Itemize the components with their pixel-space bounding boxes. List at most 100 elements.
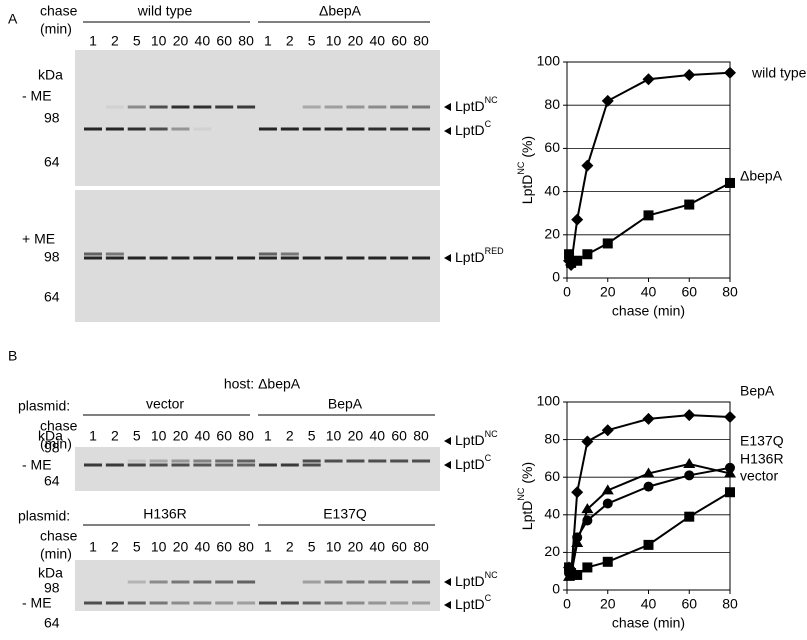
- gel-band: [280, 256, 299, 260]
- point: [642, 412, 655, 425]
- gel-band: [215, 459, 234, 463]
- y-tick-label: 40: [544, 506, 560, 522]
- lane-label: 5: [133, 539, 141, 555]
- gel-band: [127, 127, 146, 131]
- lane-label: 60: [216, 428, 232, 444]
- gel-band: [258, 601, 277, 605]
- gel-band: [412, 105, 431, 109]
- marker-label: 98: [44, 110, 60, 126]
- gel-band: [237, 459, 256, 463]
- gel: [75, 50, 440, 186]
- point: [683, 68, 696, 81]
- point: [581, 503, 594, 514]
- lane-label: 5: [133, 428, 141, 444]
- gel-band: [193, 127, 212, 131]
- lane-label: 20: [173, 428, 189, 444]
- lane-label: 5: [308, 33, 316, 49]
- point: [602, 556, 613, 567]
- gel-band: [171, 256, 190, 260]
- point: [602, 498, 613, 509]
- series-line: [568, 182, 731, 265]
- point: [582, 562, 593, 573]
- lane-label: 20: [348, 428, 364, 444]
- label-base: LptD: [455, 122, 485, 138]
- gel-band: [149, 459, 168, 463]
- y-tick-label: 60: [544, 468, 560, 484]
- point: [602, 238, 613, 249]
- lane-label: 40: [370, 428, 386, 444]
- plot-frame: [566, 401, 731, 591]
- gel-band: [171, 459, 190, 463]
- lane-label: 1: [264, 539, 272, 555]
- gel-band: [84, 127, 102, 131]
- gel-band: [412, 580, 431, 584]
- x-tick-label: 40: [641, 284, 657, 300]
- chase-unit: (min): [40, 436, 72, 452]
- lane-label: 2: [111, 539, 119, 555]
- lane-label: 40: [370, 539, 386, 555]
- lane-label: 40: [195, 428, 211, 444]
- label-base: LptD: [455, 249, 485, 265]
- gel-band: [105, 252, 124, 256]
- band-arrow: [444, 254, 451, 262]
- gel-band: [390, 601, 409, 605]
- gel-band: [171, 580, 190, 584]
- gel-band: [215, 580, 234, 584]
- gel-band: [105, 256, 124, 260]
- gel-band: [237, 601, 256, 605]
- gel-band: [280, 463, 299, 467]
- point: [725, 487, 735, 498]
- lane-label: 1: [264, 33, 272, 49]
- x-tick-label: 0: [563, 284, 571, 300]
- gel-band: [215, 463, 234, 467]
- point: [683, 458, 696, 469]
- point: [572, 569, 583, 580]
- point: [725, 177, 735, 188]
- band-label: LptDRED: [455, 246, 504, 264]
- label-sup: NC: [485, 95, 498, 105]
- kda-label: kDa: [38, 565, 63, 581]
- point: [724, 467, 736, 478]
- point: [564, 249, 575, 260]
- condition-label: - ME: [22, 457, 52, 473]
- gel-band: [324, 127, 343, 131]
- gel: [75, 190, 440, 322]
- gel-band: [171, 463, 190, 467]
- lane-label: 80: [413, 539, 429, 555]
- group-label: ΔbepA: [319, 3, 362, 19]
- gel-band: [412, 127, 431, 131]
- marker-label: 64: [44, 154, 60, 170]
- label-sup: C: [485, 453, 492, 463]
- gel-band: [127, 256, 146, 260]
- gel-band: [215, 105, 234, 109]
- gel-band: [149, 127, 168, 131]
- x-tick-label: 40: [641, 596, 657, 612]
- point: [571, 213, 584, 226]
- kda-label: kDa: [38, 67, 63, 83]
- gel-band: [390, 256, 409, 260]
- group-label: E137Q: [323, 506, 367, 522]
- lane-label: 2: [286, 428, 294, 444]
- label-sup: C: [485, 593, 492, 603]
- lane-label: 2: [286, 539, 294, 555]
- band-label: LptDNC: [455, 429, 498, 447]
- gel-band: [105, 105, 124, 109]
- band-label: LptDC: [455, 453, 492, 471]
- condition-label: + ME: [22, 231, 55, 247]
- group-label: wild type: [137, 3, 193, 19]
- gel-band: [215, 256, 234, 260]
- marker-label: 64: [44, 615, 60, 631]
- gel-band: [302, 256, 321, 260]
- gel-band: [324, 459, 343, 463]
- marker-label: 98: [44, 249, 60, 265]
- label-suffix: (%): [519, 462, 535, 484]
- lane-label: 40: [370, 33, 386, 49]
- gel-band: [346, 127, 365, 131]
- gel-band: [324, 601, 343, 605]
- gel-band: [127, 580, 146, 584]
- point: [684, 470, 695, 481]
- gel-band: [302, 601, 321, 605]
- gel-band: [258, 463, 277, 467]
- lane-label: 40: [195, 33, 211, 49]
- gel-band: [258, 127, 277, 131]
